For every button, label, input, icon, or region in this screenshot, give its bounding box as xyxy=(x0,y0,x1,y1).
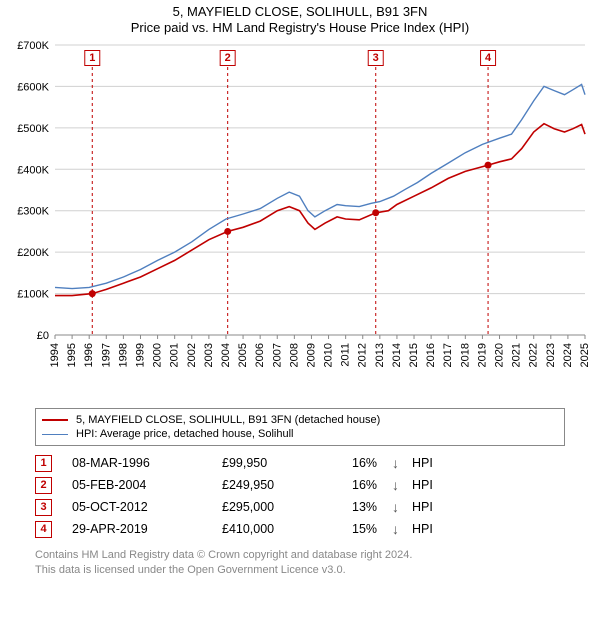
svg-text:2005: 2005 xyxy=(237,343,249,367)
sale-dot xyxy=(224,228,231,235)
svg-text:2021: 2021 xyxy=(511,343,523,367)
sale-cmp-label: HPI xyxy=(412,522,452,536)
sale-pct: 15% xyxy=(352,522,392,536)
legend-swatch xyxy=(42,419,68,421)
svg-text:2007: 2007 xyxy=(271,343,283,367)
sale-pct: 16% xyxy=(352,456,392,470)
svg-text:2004: 2004 xyxy=(220,343,232,367)
down-arrow-icon: ↓ xyxy=(392,455,412,471)
svg-text:2010: 2010 xyxy=(323,343,335,367)
svg-text:1: 1 xyxy=(89,52,95,64)
svg-text:£200K: £200K xyxy=(17,247,49,259)
svg-text:£400K: £400K xyxy=(17,164,49,176)
sale-cmp-label: HPI xyxy=(412,478,452,492)
sale-dot xyxy=(485,162,492,169)
legend: 5, MAYFIELD CLOSE, SOLIHULL, B91 3FN (de… xyxy=(35,408,565,446)
attribution: Contains HM Land Registry data © Crown c… xyxy=(35,548,565,578)
svg-text:2015: 2015 xyxy=(408,343,420,367)
page-subtitle: Price paid vs. HM Land Registry's House … xyxy=(0,19,600,35)
svg-text:£500K: £500K xyxy=(17,123,49,135)
svg-text:4: 4 xyxy=(485,52,492,64)
legend-label: HPI: Average price, detached house, Soli… xyxy=(76,428,294,440)
svg-text:2: 2 xyxy=(225,52,231,64)
down-arrow-icon: ↓ xyxy=(392,521,412,537)
sale-date: 08-MAR-1996 xyxy=(72,456,222,470)
svg-text:2008: 2008 xyxy=(288,343,300,367)
sale-marker-badge: 1 xyxy=(35,455,52,472)
svg-text:2011: 2011 xyxy=(340,343,352,367)
svg-text:1995: 1995 xyxy=(66,343,78,367)
down-arrow-icon: ↓ xyxy=(392,477,412,493)
svg-text:1998: 1998 xyxy=(117,343,129,367)
sale-dot xyxy=(372,209,379,216)
svg-text:3: 3 xyxy=(373,52,379,64)
sale-price: £99,950 xyxy=(222,456,352,470)
svg-text:2016: 2016 xyxy=(425,343,437,367)
legend-label: 5, MAYFIELD CLOSE, SOLIHULL, B91 3FN (de… xyxy=(76,414,380,426)
price-chart: £0 £100K £200K £300K £400K £500K £600K £700K 199… xyxy=(0,40,600,400)
svg-text:2006: 2006 xyxy=(254,343,266,367)
svg-text:2017: 2017 xyxy=(442,343,454,367)
sale-cmp-label: HPI xyxy=(412,500,452,514)
svg-text:2020: 2020 xyxy=(494,343,506,367)
svg-text:2012: 2012 xyxy=(357,343,369,367)
sale-price: £295,000 xyxy=(222,500,352,514)
sale-pct: 16% xyxy=(352,478,392,492)
legend-row: 5, MAYFIELD CLOSE, SOLIHULL, B91 3FN (de… xyxy=(42,413,558,427)
svg-text:1999: 1999 xyxy=(134,343,146,367)
svg-text:2023: 2023 xyxy=(545,343,557,367)
svg-text:1996: 1996 xyxy=(83,343,95,367)
svg-text:2002: 2002 xyxy=(186,343,198,367)
series-hpi xyxy=(55,84,585,288)
sale-marker-badge: 2 xyxy=(35,477,52,494)
svg-text:£300K: £300K xyxy=(17,206,49,218)
series-property xyxy=(55,124,585,296)
svg-text:£100K: £100K xyxy=(17,289,49,301)
sale-price: £249,950 xyxy=(222,478,352,492)
attribution-line: Contains HM Land Registry data © Crown c… xyxy=(35,548,565,563)
sales-table: 108-MAR-1996£99,95016%↓HPI205-FEB-2004£2… xyxy=(35,452,565,540)
sales-table-row: 2 05-FEB-2004£249,95016%↓HPI xyxy=(35,474,565,496)
sales-table-row: 3 05-OCT-2012£295,00013%↓HPI xyxy=(35,496,565,518)
down-arrow-icon: ↓ xyxy=(392,499,412,515)
svg-text:2022: 2022 xyxy=(528,343,540,367)
sale-date: 05-FEB-2004 xyxy=(72,478,222,492)
svg-text:2003: 2003 xyxy=(203,343,215,367)
sale-date: 29-APR-2019 xyxy=(72,522,222,536)
page-title: 5, MAYFIELD CLOSE, SOLIHULL, B91 3FN xyxy=(0,0,600,19)
legend-swatch xyxy=(42,434,68,435)
sale-marker-badge: 4 xyxy=(35,521,52,538)
sale-cmp-label: HPI xyxy=(412,456,452,470)
svg-text:2001: 2001 xyxy=(169,343,181,367)
sale-dot xyxy=(89,290,96,297)
svg-text:2013: 2013 xyxy=(374,343,386,367)
svg-text:2014: 2014 xyxy=(391,343,403,367)
attribution-line: This data is licensed under the Open Gov… xyxy=(35,563,565,578)
sales-table-row: 4 29-APR-2019£410,00015%↓HPI xyxy=(35,518,565,540)
svg-text:1994: 1994 xyxy=(49,343,61,367)
svg-text:2018: 2018 xyxy=(459,343,471,367)
svg-text:2019: 2019 xyxy=(476,343,488,367)
svg-text:1997: 1997 xyxy=(100,343,112,367)
svg-text:£0: £0 xyxy=(37,330,49,342)
sale-price: £410,000 xyxy=(222,522,352,536)
svg-text:£700K: £700K xyxy=(17,40,49,52)
svg-text:2025: 2025 xyxy=(579,343,591,367)
svg-text:2009: 2009 xyxy=(305,343,317,367)
legend-row: HPI: Average price, detached house, Soli… xyxy=(42,427,558,441)
sale-date: 05-OCT-2012 xyxy=(72,500,222,514)
sale-pct: 13% xyxy=(352,500,392,514)
svg-text:2024: 2024 xyxy=(562,343,574,367)
svg-text:2000: 2000 xyxy=(152,343,164,367)
sale-marker-badge: 3 xyxy=(35,499,52,516)
svg-text:£600K: £600K xyxy=(17,81,49,93)
sales-table-row: 1 08-MAR-1996£99,95016%↓HPI xyxy=(35,452,565,474)
